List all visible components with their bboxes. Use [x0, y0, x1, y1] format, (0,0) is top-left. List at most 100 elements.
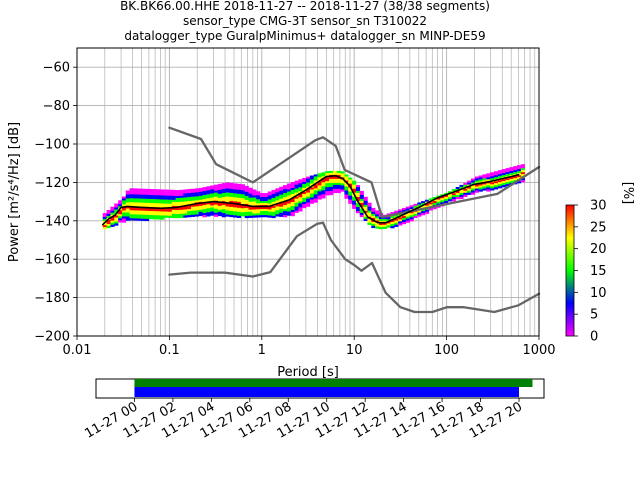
- density-cell: [478, 179, 483, 182]
- density-cell: [459, 188, 464, 192]
- density-cell: [217, 203, 222, 207]
- density-cell: [271, 197, 276, 201]
- density-cell: [106, 219, 111, 223]
- density-cell: [275, 190, 280, 193]
- density-cell: [494, 187, 499, 190]
- density-cell: [494, 173, 499, 176]
- density-cell: [252, 191, 257, 194]
- density-cell: [217, 199, 222, 203]
- density-cell: [263, 199, 268, 202]
- density-cell: [229, 206, 234, 210]
- density-cell: [394, 224, 399, 227]
- density-cell: [133, 208, 138, 211]
- density-cell: [137, 188, 142, 191]
- density-cell: [363, 202, 368, 205]
- density-cell: [240, 196, 245, 199]
- density-cell: [505, 170, 510, 173]
- density-cell: [279, 192, 284, 195]
- density-cell: [106, 213, 111, 217]
- density-cell: [237, 207, 242, 211]
- density-cell: [252, 197, 257, 200]
- density-cell: [329, 182, 334, 186]
- density-cell: [405, 216, 410, 219]
- density-cell: [260, 197, 265, 200]
- density-cell: [382, 226, 387, 229]
- density-cell: [455, 191, 460, 194]
- colorbar-ticks: 0 5 10 15 20 25 30: [574, 199, 607, 345]
- density-cell: [355, 207, 361, 210]
- density-cell: [221, 211, 226, 214]
- density-cell: [121, 198, 127, 201]
- density-cell: [233, 209, 238, 212]
- density-cell: [309, 183, 315, 186]
- density-cell: [256, 203, 261, 206]
- density-cell: [210, 199, 215, 202]
- density-cell: [355, 185, 361, 188]
- density-cell: [244, 201, 249, 205]
- density-cell: [348, 189, 353, 192]
- density-cell: [198, 191, 203, 195]
- density-cell: [148, 212, 153, 216]
- density-cell: [283, 215, 288, 218]
- density-cell: [252, 201, 257, 204]
- density-cell: [175, 204, 180, 207]
- density-cell: [470, 192, 476, 195]
- density-cell: [148, 196, 153, 200]
- density-cell: [444, 198, 449, 202]
- density-cell: [187, 211, 192, 214]
- density-cell: [152, 191, 157, 194]
- density-cell: [482, 178, 487, 181]
- density-cell: [359, 202, 364, 206]
- density-cell: [302, 201, 307, 205]
- density-cell: [202, 211, 207, 214]
- density-cell: [332, 180, 338, 184]
- density-cell: [202, 215, 207, 218]
- density-cell: [294, 208, 299, 211]
- density-cell: [144, 208, 150, 212]
- density-cell: [225, 200, 230, 203]
- density-cell: [141, 216, 146, 219]
- density-cell: [248, 193, 253, 196]
- density-cell: [482, 174, 487, 177]
- density-cell: [390, 216, 395, 219]
- density-cell: [229, 198, 234, 202]
- y-tick-label: −160: [34, 253, 70, 268]
- density-cell: [175, 200, 180, 203]
- density-cell: [263, 211, 268, 214]
- density-cell: [198, 195, 203, 199]
- density-cell: [171, 189, 176, 193]
- density-cell: [286, 183, 292, 186]
- density-cell: [390, 226, 395, 229]
- density-cell: [294, 192, 299, 195]
- density-cell: [359, 192, 364, 196]
- density-cell: [229, 184, 234, 188]
- density-cell: [329, 186, 334, 190]
- density-cell: [325, 179, 330, 182]
- density-cell: [175, 208, 180, 211]
- density-cell: [125, 214, 130, 217]
- density-cell: [367, 212, 372, 215]
- density-cell: [363, 216, 368, 219]
- density-cell: [237, 215, 242, 219]
- density-cell: [148, 210, 153, 214]
- density-cell: [367, 206, 372, 209]
- density-cell: [355, 203, 361, 206]
- density-cell: [294, 180, 299, 183]
- density-cell: [106, 223, 111, 227]
- density-cell: [340, 185, 345, 188]
- density-cell: [363, 214, 368, 217]
- density-cell: [440, 198, 445, 201]
- density-cell: [317, 183, 322, 186]
- density-cell: [298, 197, 303, 200]
- density-cell: [171, 209, 176, 213]
- density-cell: [171, 191, 176, 195]
- density-cell: [187, 191, 192, 194]
- density-cell: [267, 199, 272, 202]
- density-cell: [455, 187, 460, 190]
- density-cell: [497, 186, 502, 189]
- density-cell: [329, 178, 334, 182]
- density-cell: [213, 206, 219, 209]
- density-cell: [121, 210, 127, 213]
- density-cell: [409, 205, 414, 208]
